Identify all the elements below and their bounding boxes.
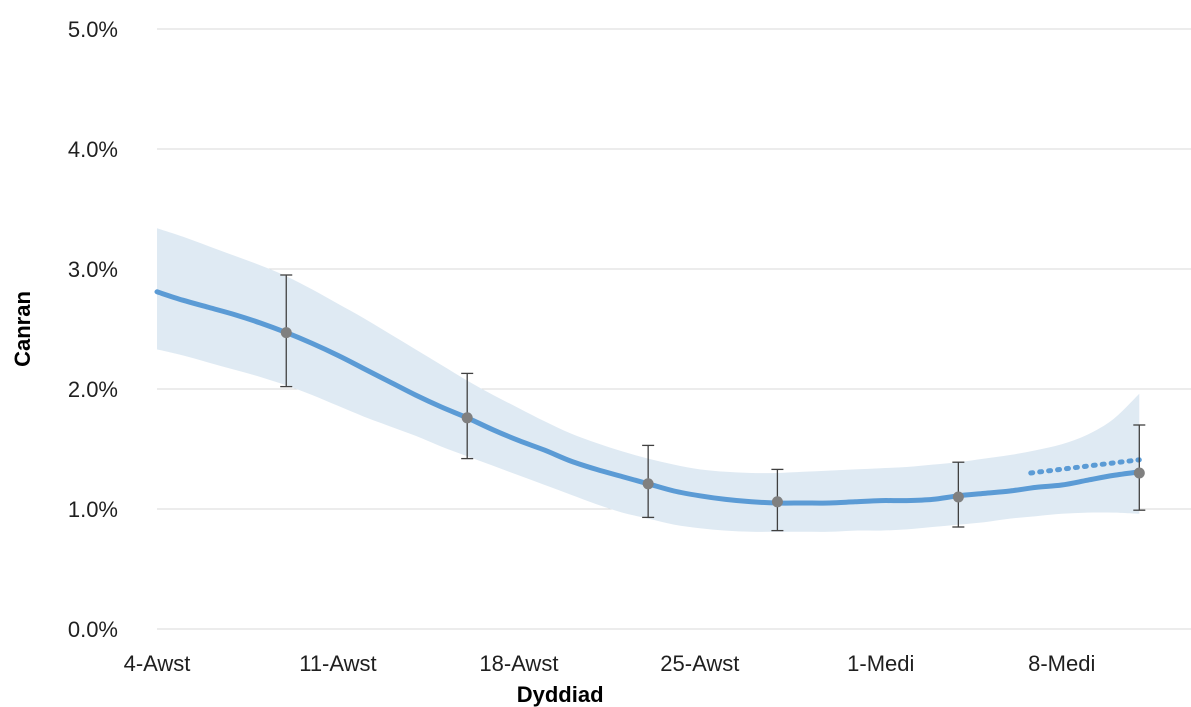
y-tick-label: 4.0% xyxy=(68,137,118,162)
x-tick-label: 1-Medi xyxy=(847,651,914,676)
data-point-group xyxy=(952,461,965,528)
y-tick-label: 0.0% xyxy=(68,617,118,642)
data-point xyxy=(1133,467,1145,479)
y-tick-label: 2.0% xyxy=(68,377,118,402)
data-point xyxy=(642,478,654,490)
data-point-group xyxy=(461,372,474,460)
x-tick-label: 25-Awst xyxy=(660,651,739,676)
data-point xyxy=(280,327,292,339)
data-point-group xyxy=(280,274,293,388)
x-tick-label: 4-Awst xyxy=(124,651,191,676)
y-tick-label: 5.0% xyxy=(68,17,118,42)
y-axis-title: Canran xyxy=(10,291,35,367)
x-tick-label: 8-Medi xyxy=(1028,651,1095,676)
x-tick-label: 18-Awst xyxy=(479,651,558,676)
x-axis-ticks: 4-Awst 11-Awst 18-Awst 25-Awst 1-Medi 8-Medi xyxy=(124,651,1096,676)
data-point xyxy=(771,496,783,508)
points-layer xyxy=(280,274,1146,532)
y-tick-label: 1.0% xyxy=(68,497,118,522)
data-point xyxy=(952,491,964,503)
data-point-group xyxy=(1133,424,1146,511)
data-point xyxy=(461,412,473,424)
x-tick-label: 11-Awst xyxy=(299,651,376,676)
data-point-group xyxy=(771,468,784,532)
y-axis-ticks: 0.0% 1.0% 2.0% 3.0% 4.0% 5.0% xyxy=(68,17,118,642)
data-point-group xyxy=(642,444,655,519)
y-tick-label: 3.0% xyxy=(68,257,118,282)
projection-line xyxy=(1028,457,1142,476)
x-axis-title: Dyddiad xyxy=(517,682,604,707)
